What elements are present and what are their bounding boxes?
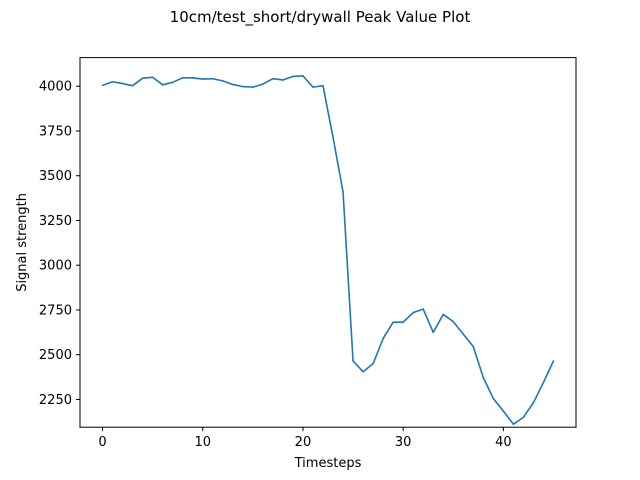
series-line	[102, 75, 555, 425]
data-point	[181, 77, 184, 79]
x-tick-label: 20	[295, 435, 312, 450]
data-point	[402, 321, 404, 323]
data-point	[221, 80, 224, 82]
x-tick-label: 0	[98, 435, 106, 450]
data-point	[332, 136, 334, 139]
x-axis-label: Timesteps	[294, 456, 362, 471]
data-point	[372, 362, 374, 365]
data-point	[282, 79, 284, 81]
data-point	[442, 313, 445, 316]
data-point	[262, 83, 264, 85]
y-tick-label: 3000	[39, 259, 72, 274]
data-point	[161, 84, 164, 86]
x-tick-label: 40	[495, 435, 512, 450]
data-point	[101, 84, 104, 87]
data-point	[342, 191, 344, 193]
data-point	[512, 423, 515, 425]
data-point	[492, 397, 495, 400]
data-point	[532, 401, 535, 404]
data-points	[101, 75, 555, 425]
data-point	[502, 410, 505, 412]
data-point	[232, 83, 234, 86]
data-point	[462, 333, 465, 335]
data-point	[382, 337, 384, 340]
data-point	[191, 77, 194, 79]
y-axis-label: Signal strength	[15, 193, 30, 292]
data-point	[472, 345, 475, 348]
x-tick-label: 10	[194, 435, 211, 450]
data-point	[412, 311, 414, 314]
data-point	[482, 376, 485, 379]
data-point	[151, 76, 154, 79]
chart-title: 10cm/test_short/drywall Peak Value Plot	[170, 8, 471, 27]
data-point	[392, 321, 394, 323]
data-point	[302, 75, 304, 77]
data-point	[292, 75, 294, 78]
y-tick-label: 2500	[39, 348, 72, 363]
data-point	[362, 370, 364, 373]
y-tick-label: 3500	[39, 169, 72, 184]
y-tick-label: 4000	[39, 80, 72, 95]
data-point	[211, 77, 214, 80]
y-tick-label: 2750	[39, 303, 72, 318]
x-axis: 0 10 20 30 40	[98, 427, 512, 450]
data-point	[272, 77, 274, 80]
x-tick-label: 30	[395, 435, 412, 450]
data-point	[131, 84, 134, 87]
y-tick-label: 3250	[39, 214, 72, 229]
data-point	[552, 360, 555, 362]
data-point	[322, 84, 324, 87]
y-tick-label: 2250	[39, 393, 72, 408]
data-point	[201, 78, 204, 80]
data-point	[452, 320, 455, 323]
data-point	[352, 360, 354, 362]
data-point	[422, 308, 424, 310]
data-point	[522, 416, 525, 419]
data-point	[121, 82, 124, 85]
data-point	[252, 86, 254, 88]
data-point	[432, 331, 435, 334]
data-point	[111, 80, 114, 83]
data-point	[141, 77, 144, 79]
data-point	[542, 381, 545, 384]
plot-area-frame	[79, 57, 577, 428]
data-point	[242, 85, 244, 88]
data-point	[171, 81, 174, 84]
y-tick-label: 3750	[39, 124, 72, 139]
y-axis: 2250 2500 2750 3000 3250 3500 3750 4000	[39, 80, 80, 408]
data-point	[312, 86, 314, 88]
